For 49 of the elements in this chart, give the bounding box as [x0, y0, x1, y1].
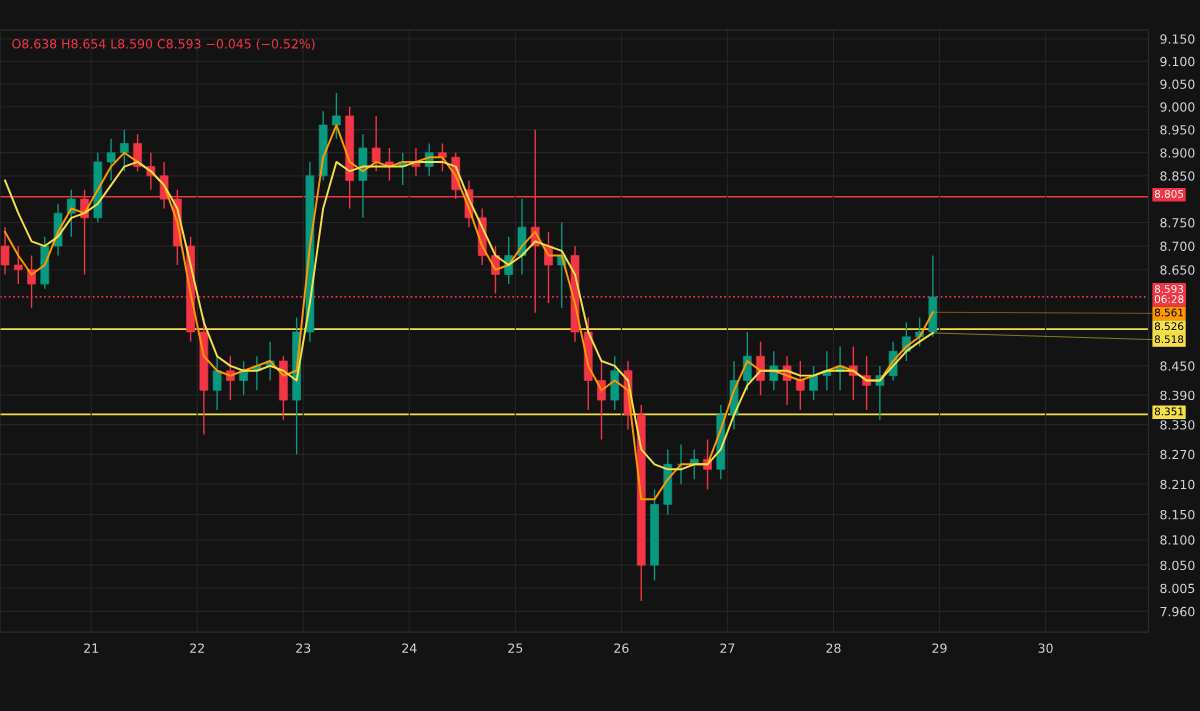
y-tick-label: 8.330: [1160, 420, 1195, 430]
y-tick-label: 8.005: [1160, 583, 1195, 594]
y-tick-label: 8.950: [1160, 125, 1195, 135]
y-tick-label: 8.750: [1160, 218, 1195, 228]
y-tick-label: 8.390: [1160, 390, 1195, 401]
x-tick-label: 24: [402, 643, 417, 653]
y-tick-label: 8.900: [1160, 148, 1195, 158]
candlestick: [332, 92, 341, 140]
y-tick-label: 8.270: [1160, 449, 1195, 460]
candlestick: [809, 365, 818, 401]
candlestick: [13, 245, 23, 285]
candlestick: [0, 226, 10, 276]
annotation: 8.561: [1154, 308, 1183, 317]
x-tick-label: 30: [1038, 643, 1053, 653]
ref-line-label: 8.526: [1154, 322, 1184, 331]
candlestick: [133, 133, 142, 172]
annotation: 8.518: [1154, 335, 1184, 344]
candlestick: [106, 138, 116, 182]
candlestick: [796, 360, 805, 411]
y-tick-label: 7.960: [1160, 606, 1195, 617]
x-tick-label: 28: [826, 643, 841, 653]
x-tick-label: 29: [932, 643, 947, 653]
candlestick: [597, 360, 606, 441]
y-tick-label: 9.100: [1160, 56, 1195, 67]
x-tick-label: 22: [190, 643, 204, 653]
y-tick-label: 8.850: [1160, 171, 1195, 181]
x-tick-label: 25: [508, 643, 523, 653]
y-tick-label: 8.450: [1160, 361, 1195, 371]
y-tick-label: 9.000: [1160, 102, 1195, 112]
candlestick: [371, 115, 381, 172]
y-tick-label: 8.700: [1160, 241, 1195, 251]
candlestick: [120, 128, 129, 172]
ref-line-label: 8.593 06:28: [1154, 285, 1184, 303]
x-tick-label: 23: [296, 643, 311, 653]
annotation: O8.638 H8.654 L8.590 C8.593 −0.045 (−0.52%): [12, 38, 315, 51]
y-tick-label: 8.050: [1160, 560, 1195, 571]
candlestick: [438, 142, 447, 172]
x-tick-label: 21: [84, 643, 98, 653]
y-tick-label: 9.150: [1160, 34, 1195, 44]
y-tick-label: 8.150: [1160, 509, 1195, 520]
y-tick-label: 8.650: [1160, 265, 1195, 275]
x-tick-label: 26: [614, 643, 629, 653]
y-tick-label: 9.050: [1160, 79, 1195, 89]
ref-line-label: 8.805: [1154, 189, 1184, 198]
y-tick-label: 8.210: [1160, 479, 1195, 490]
x-tick-label: 27: [720, 643, 735, 653]
y-tick-label: 8.100: [1160, 535, 1195, 545]
candlestick: [212, 355, 222, 411]
ref-line-label: 8.351: [1154, 407, 1183, 416]
